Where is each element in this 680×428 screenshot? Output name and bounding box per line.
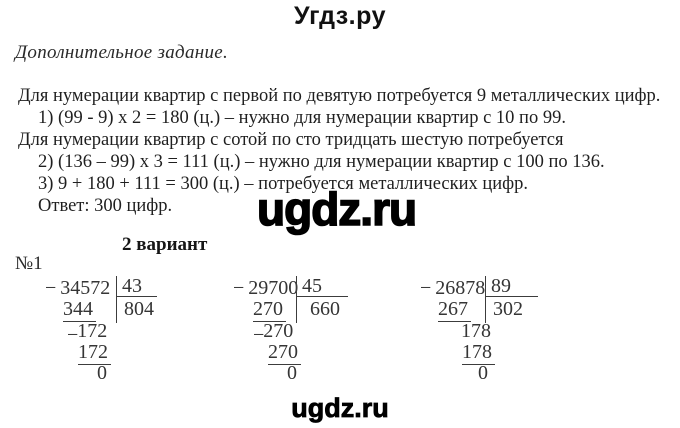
subtrahend-1: 270 <box>253 298 286 322</box>
partial-remainder: 178 <box>461 320 491 342</box>
watermark-center: ugdz.ru <box>256 183 418 235</box>
quotient: 660 <box>310 298 340 320</box>
long-division-1: −34572 43 804 344 −172 172 0 <box>45 276 205 386</box>
solution-line-4: 2) (136 – 99) х 3 = 111 (ц.) – нужно для… <box>38 152 605 172</box>
minus-sign: − <box>233 277 245 299</box>
subtrahend-row: 270 <box>268 341 301 365</box>
task-heading: Дополнительное задание. <box>15 42 229 63</box>
long-division-2: −29700 45 660 270 −270 270 0 <box>233 276 393 386</box>
minus-sign: − <box>67 324 79 346</box>
subtrahend-2: 270 <box>268 341 301 365</box>
subtrahend-row: 344 <box>63 298 96 322</box>
subtrahend-1: 344 <box>63 298 96 322</box>
exercise-number: №1 <box>15 253 43 274</box>
divisor: 89 <box>486 276 538 297</box>
divisor-corner: 43 804 <box>116 276 157 323</box>
quotient: 302 <box>493 298 523 320</box>
dividend-row: −34572 <box>45 278 110 299</box>
dividend-row: −29700 <box>233 278 298 299</box>
solution-line-1: Для нумерации квартир с первой по девяту… <box>18 86 661 106</box>
final-remainder: 0 <box>287 362 297 384</box>
subtrahend-row: 270 <box>253 298 286 322</box>
answer-line: Ответ: 300 цифр. <box>38 196 173 216</box>
quotient: 804 <box>124 298 154 320</box>
long-division-3: −26878 89 302 267 178 178 0 <box>420 276 580 386</box>
final-remainder: 0 <box>478 362 488 384</box>
divisor: 45 <box>297 276 348 297</box>
subtrahend-1: 267 <box>438 298 471 322</box>
divisor-corner: 89 302 <box>485 276 538 323</box>
divisor-corner: 45 660 <box>296 276 348 323</box>
watermark-bottom: ugdz.ru <box>291 393 389 423</box>
divisor: 43 <box>117 276 157 297</box>
solution-line-3: Для нумерации квартир с сотой по сто три… <box>18 130 564 150</box>
remainder-row: −270 <box>253 320 294 346</box>
variant-heading: 2 вариант <box>122 234 208 255</box>
solution-line-5: 3) 9 + 180 + 111 = 300 (ц.) – потребуетс… <box>38 174 529 194</box>
minus-sign: − <box>253 324 265 346</box>
minus-sign: − <box>420 277 432 299</box>
dividend: 34572 <box>60 277 111 299</box>
subtrahend-2: 178 <box>462 341 495 365</box>
subtrahend-2: 172 <box>78 341 111 365</box>
page-title: Угдз.ру <box>294 2 386 30</box>
final-remainder: 0 <box>97 362 107 384</box>
dividend: 26878 <box>435 277 486 299</box>
solution-line-2: 1) (99 - 9) х 2 = 180 (ц.) – нужно для н… <box>38 108 566 128</box>
subtrahend-row: 172 <box>78 341 111 365</box>
dividend-row: −26878 <box>420 278 485 299</box>
remainder-row: 178 <box>461 320 491 342</box>
partial-remainder: 270 <box>263 320 294 342</box>
partial-remainder: 172 <box>77 320 108 342</box>
dividend: 29700 <box>248 277 299 299</box>
subtrahend-row: 178 <box>462 341 495 365</box>
solution-text: Для нумерации квартир с первой по девяту… <box>18 85 678 217</box>
subtrahend-row: 267 <box>438 298 471 322</box>
minus-sign: − <box>45 277 57 299</box>
remainder-row: −172 <box>67 320 108 346</box>
